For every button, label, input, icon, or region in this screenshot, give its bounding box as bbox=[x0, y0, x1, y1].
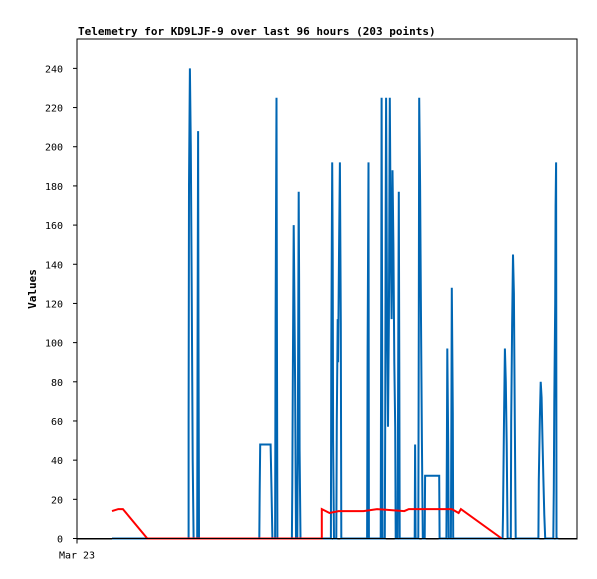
series-line-0 bbox=[112, 68, 559, 540]
x-axis: Mar 23 bbox=[59, 538, 95, 562]
y-tick-label: 0 bbox=[57, 535, 63, 546]
y-tick-label: 160 bbox=[45, 221, 63, 232]
y-tick-label: 60 bbox=[51, 417, 63, 428]
y-tick-label: 240 bbox=[45, 64, 63, 75]
y-tick-label: 20 bbox=[51, 495, 63, 506]
y-tick-label: 40 bbox=[51, 456, 63, 467]
y-axis: 0 20 40 60 80 100 120 140 160 180 200 220 240 bbox=[45, 64, 77, 546]
y-axis-label: Values bbox=[26, 269, 39, 309]
y-tick-label: 200 bbox=[45, 143, 63, 154]
y-tick-label: 180 bbox=[45, 182, 63, 193]
y-tick-label: 100 bbox=[45, 339, 63, 350]
x-tick-label: Mar 23 bbox=[59, 551, 95, 562]
plot-area bbox=[76, 38, 578, 540]
chart-title: Telemetry for KD9LJF-9 over last 96 hour… bbox=[78, 25, 436, 38]
y-tick-label: 220 bbox=[45, 104, 63, 115]
y-tick-label: 140 bbox=[45, 260, 63, 271]
y-tick-label: 120 bbox=[45, 299, 63, 310]
y-tick-label: 80 bbox=[51, 378, 63, 389]
